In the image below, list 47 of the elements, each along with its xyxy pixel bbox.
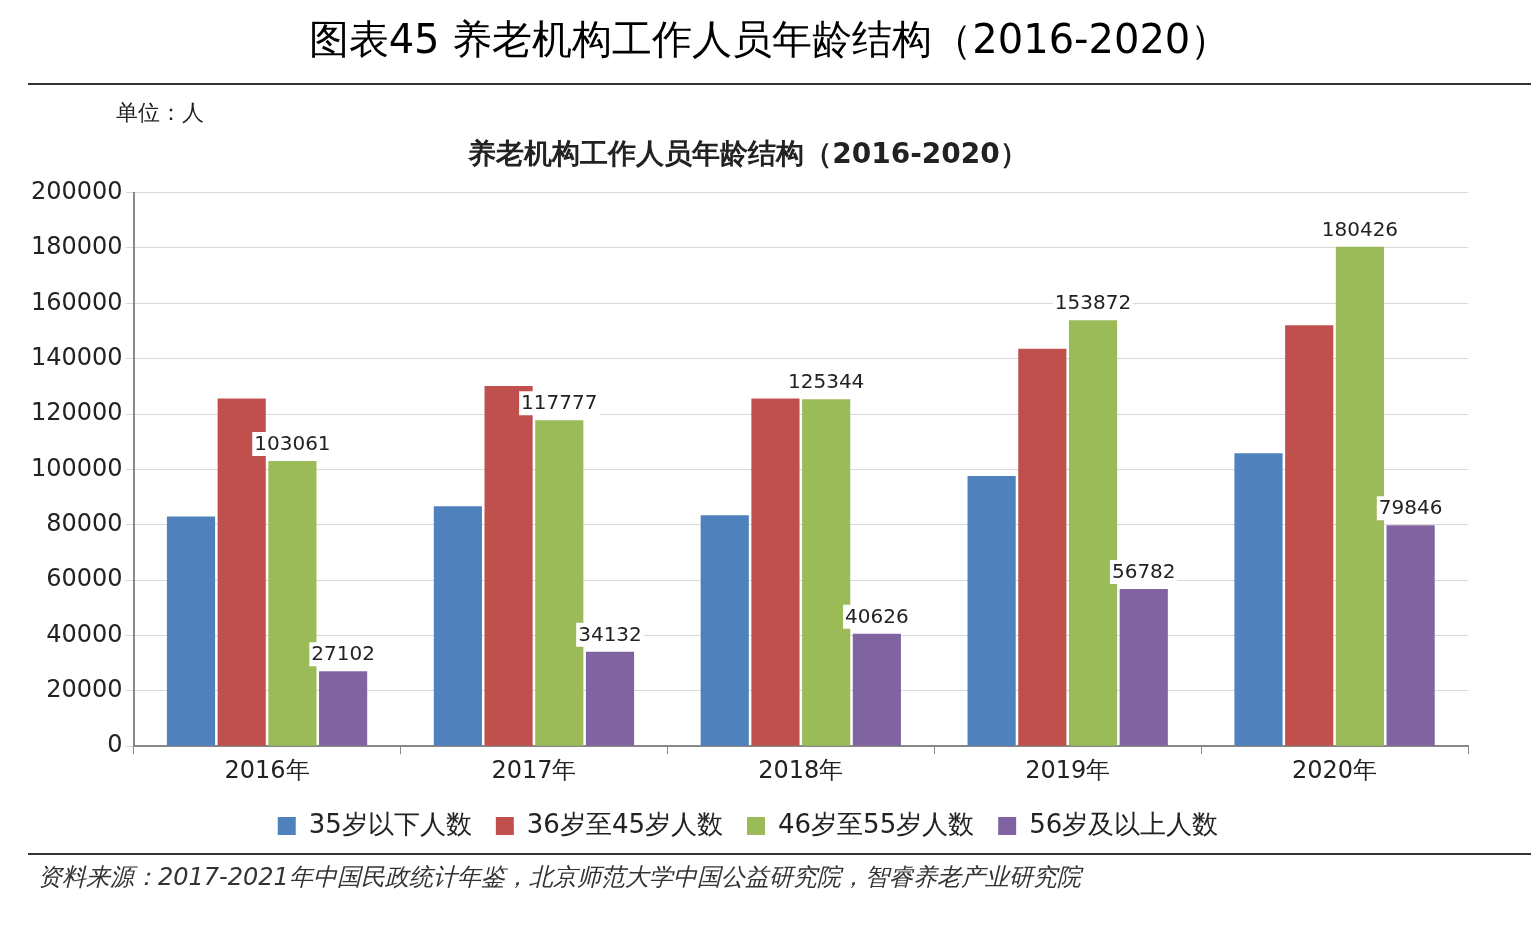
chart-title: 图表45 养老机构工作人员年龄结构（2016-2020） <box>307 15 1232 64</box>
y-tick-label: 200000 <box>30 176 123 205</box>
y-tick-label: 20000 <box>46 675 123 704</box>
data-label: 117777 <box>521 390 598 415</box>
y-axis-title: 单位：人 <box>116 99 204 125</box>
bar <box>1386 525 1435 746</box>
bar <box>751 398 800 746</box>
data-label: 56782 <box>1111 559 1176 584</box>
legend-label: 36岁至45岁人数 <box>526 808 723 839</box>
x-tick-label: 2017年 <box>491 755 577 784</box>
bar <box>433 506 482 746</box>
legend-label: 46岁至55岁人数 <box>778 808 975 839</box>
text: 资料来源：2017-2021年中国民政统计年鉴，北京师范大学中国公益研究院，智睿养老产业研究院 <box>38 862 1085 893</box>
data-label: 153872 <box>1054 290 1132 315</box>
y-tick-label: 100000 <box>30 453 123 482</box>
chart-subtitle: 养老机构工作人员年龄结构（2016-2020） <box>467 137 1028 171</box>
bar <box>852 633 901 746</box>
bar <box>1285 325 1334 746</box>
y-tick-label: 120000 <box>30 398 123 427</box>
x-tick-label: 2020年 <box>1292 755 1378 784</box>
data-label: 180426 <box>1321 216 1399 241</box>
x-tick-label: 2018年 <box>758 755 844 784</box>
bar <box>319 671 368 746</box>
bar <box>585 651 635 746</box>
bar <box>1234 453 1283 746</box>
bar <box>1018 348 1067 746</box>
y-tick-label: 40000 <box>46 619 123 648</box>
y-tick-label: 160000 <box>30 287 123 316</box>
x-tick-label: 2019年 <box>1025 755 1111 784</box>
y-tick-label: 0 <box>107 730 123 759</box>
bar <box>700 515 749 746</box>
bar <box>166 516 216 746</box>
legend-label: 56岁及以上人数 <box>1029 808 1219 839</box>
data-label: 27102 <box>311 641 375 666</box>
data-label: 103061 <box>254 431 331 456</box>
bar <box>1119 589 1168 746</box>
legend-label: 35岁以下人数 <box>308 808 472 839</box>
data-label: 125344 <box>787 369 865 394</box>
data-label: 79846 <box>1378 495 1443 520</box>
data-label: 34132 <box>578 621 642 646</box>
y-tick-label: 180000 <box>30 232 123 261</box>
y-tick-label: 60000 <box>46 564 123 593</box>
x-tick-label: 2016年 <box>224 755 310 784</box>
data-label: 40626 <box>845 603 909 628</box>
y-tick-label: 80000 <box>46 508 123 537</box>
bar <box>967 476 1016 746</box>
y-tick-label: 140000 <box>30 342 123 371</box>
